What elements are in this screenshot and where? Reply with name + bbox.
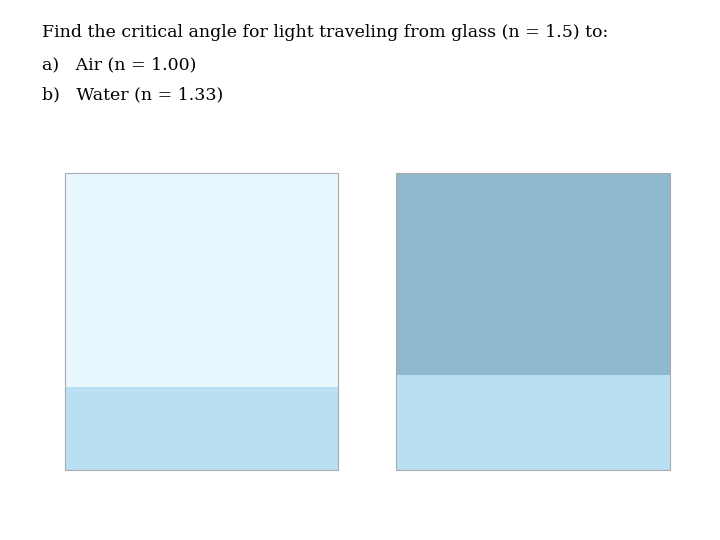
Text: Glass: Glass xyxy=(73,399,113,413)
Text: Water: Water xyxy=(404,185,449,199)
Text: Glass: Glass xyxy=(404,387,444,401)
Text: a)   Air (n = 1.00): a) Air (n = 1.00) xyxy=(42,57,196,73)
Text: 2: 2 xyxy=(321,185,330,199)
Text: 1: 1 xyxy=(652,387,662,401)
Text: 2: 2 xyxy=(652,185,662,199)
Text: b)   Water (n = 1.33): b) Water (n = 1.33) xyxy=(42,86,223,103)
Text: 1: 1 xyxy=(321,399,330,413)
Text: Air: Air xyxy=(73,185,95,199)
Text: Find the critical angle for light traveling from glass (n = 1.5) to:: Find the critical angle for light travel… xyxy=(42,24,608,41)
